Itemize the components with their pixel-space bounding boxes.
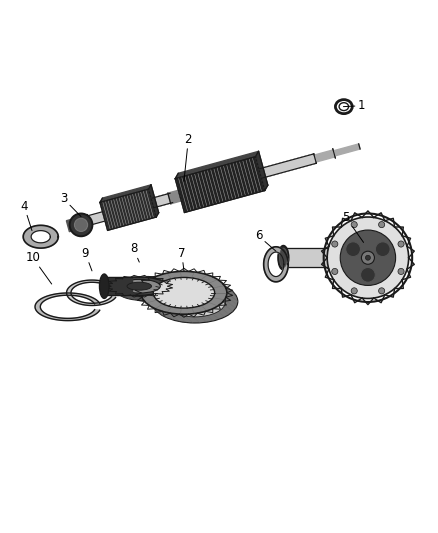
- Circle shape: [346, 242, 360, 256]
- Circle shape: [360, 268, 375, 282]
- Polygon shape: [104, 278, 132, 295]
- Polygon shape: [283, 248, 329, 268]
- Text: 5: 5: [343, 211, 364, 243]
- Circle shape: [398, 269, 404, 274]
- Circle shape: [340, 230, 396, 286]
- Text: 8: 8: [130, 243, 139, 262]
- Text: 9: 9: [81, 247, 92, 271]
- Polygon shape: [84, 154, 316, 226]
- Ellipse shape: [153, 278, 215, 308]
- Circle shape: [378, 288, 385, 294]
- Ellipse shape: [164, 286, 226, 317]
- Ellipse shape: [99, 274, 109, 298]
- Ellipse shape: [111, 277, 168, 295]
- Ellipse shape: [117, 282, 174, 301]
- Polygon shape: [264, 247, 288, 282]
- Circle shape: [351, 222, 357, 228]
- Text: 6: 6: [254, 229, 276, 251]
- Text: 7: 7: [178, 247, 186, 271]
- Text: 1: 1: [343, 99, 365, 112]
- Polygon shape: [168, 190, 184, 204]
- Polygon shape: [259, 154, 316, 178]
- Circle shape: [361, 251, 374, 264]
- Ellipse shape: [279, 248, 287, 268]
- Text: 4: 4: [20, 199, 32, 231]
- Text: 10: 10: [25, 251, 52, 284]
- Polygon shape: [67, 216, 86, 232]
- Polygon shape: [67, 280, 116, 305]
- Polygon shape: [100, 185, 151, 203]
- Circle shape: [332, 269, 338, 274]
- Circle shape: [327, 217, 409, 298]
- Text: 3: 3: [60, 192, 81, 216]
- Polygon shape: [35, 293, 100, 320]
- Ellipse shape: [152, 280, 238, 323]
- Ellipse shape: [118, 279, 160, 293]
- Circle shape: [375, 242, 390, 256]
- Polygon shape: [175, 151, 258, 179]
- Text: 2: 2: [184, 133, 192, 181]
- Circle shape: [332, 241, 338, 247]
- Ellipse shape: [127, 282, 152, 290]
- Circle shape: [378, 222, 385, 228]
- Polygon shape: [23, 225, 58, 248]
- Polygon shape: [148, 185, 159, 217]
- Circle shape: [398, 241, 404, 247]
- Circle shape: [365, 255, 371, 260]
- Ellipse shape: [70, 214, 92, 236]
- Ellipse shape: [74, 219, 88, 231]
- Ellipse shape: [278, 246, 289, 270]
- Polygon shape: [175, 157, 265, 213]
- Polygon shape: [151, 193, 173, 208]
- Ellipse shape: [330, 249, 338, 266]
- Circle shape: [351, 288, 357, 294]
- Polygon shape: [314, 150, 335, 162]
- Polygon shape: [100, 189, 156, 230]
- Polygon shape: [77, 214, 91, 229]
- Polygon shape: [255, 151, 268, 190]
- Polygon shape: [333, 144, 360, 156]
- Ellipse shape: [141, 271, 227, 314]
